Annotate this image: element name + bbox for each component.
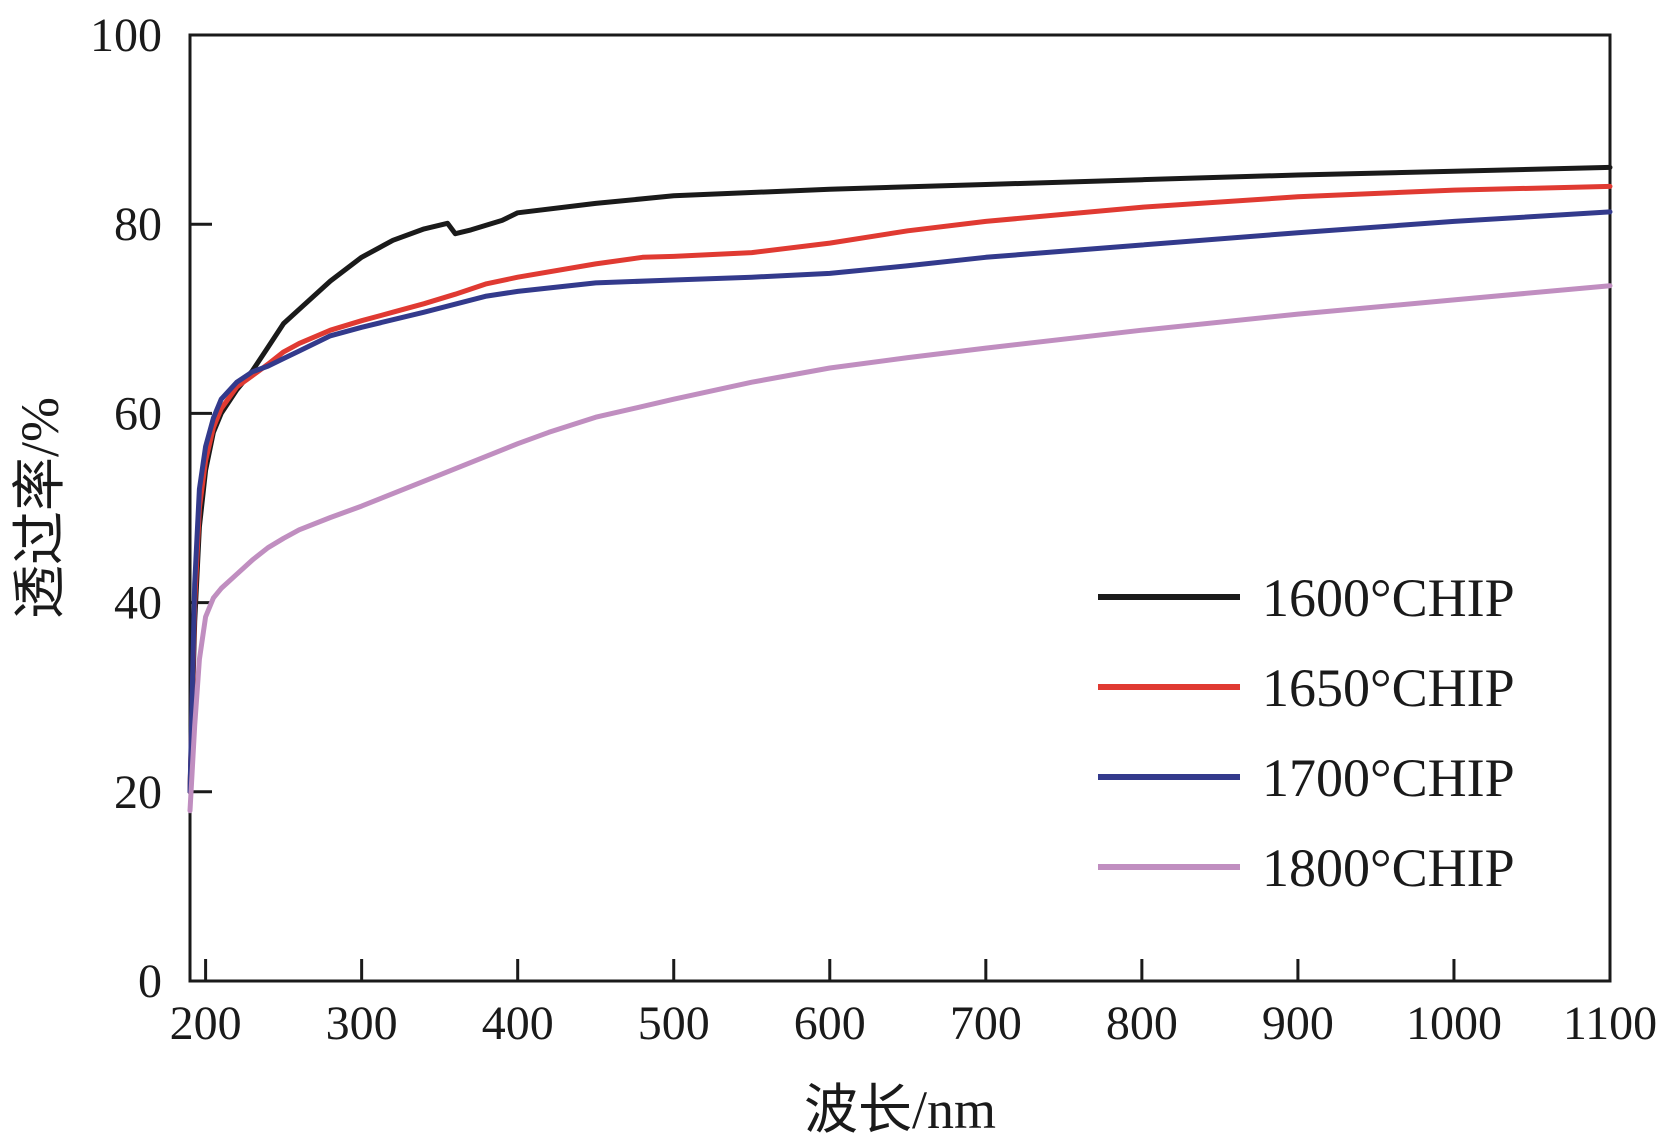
y-tick-label: 40 (114, 577, 162, 630)
legend-label-2: 1650°CHIP (1262, 658, 1515, 718)
legend-label-3: 1700°CHIP (1262, 748, 1515, 808)
series-line-3 (187, 209, 1613, 795)
y-tick-label: 60 (114, 387, 162, 440)
x-tick-label: 700 (950, 997, 1022, 1050)
y-tick-label: 80 (114, 198, 162, 251)
x-tick-label: 1000 (1406, 997, 1502, 1050)
x-tick-label: 1100 (1563, 997, 1657, 1050)
y-axis-title: 透过率/% (10, 397, 70, 619)
x-tick-label: 200 (170, 997, 242, 1050)
y-tick-label: 0 (138, 955, 162, 1008)
x-tick-label: 300 (326, 997, 398, 1050)
legend: 1600°CHIP 1650°CHIP 1700°CHIP 1800°CHIP (1098, 568, 1515, 898)
x-tick-label: 600 (794, 997, 866, 1050)
series-line-2 (187, 183, 1613, 795)
y-tick-label: 100 (90, 9, 162, 62)
x-tick-label: 900 (1262, 997, 1334, 1050)
series-lines (187, 164, 1613, 814)
legend-label-1: 1600°CHIP (1262, 568, 1515, 628)
x-tick-label: 800 (1106, 997, 1178, 1050)
x-tick-label: 500 (638, 997, 710, 1050)
y-tick-label: 20 (114, 766, 162, 819)
plot-frame (188, 33, 1612, 983)
x-tick-label: 400 (482, 997, 554, 1050)
series-line-4 (187, 283, 1613, 814)
x-axis-title: 波长/nm (804, 1080, 996, 1140)
legend-label-4: 1800°CHIP (1262, 838, 1515, 898)
axis-tick-labels: 200 300 400 500 600 700 800 900 1000 1100 0 20 40 60 8… (90, 9, 1657, 1050)
